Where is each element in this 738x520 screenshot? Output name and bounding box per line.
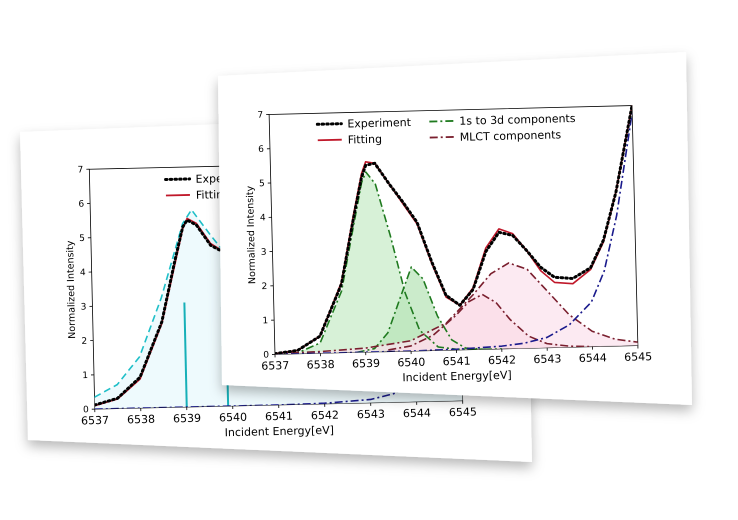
x-tick-label: 6541 (265, 410, 293, 424)
x-tick-label: 6537 (261, 359, 289, 373)
stick-1 (183, 302, 188, 408)
y-tick-label: 2 (261, 282, 267, 292)
y-tick-label: 4 (80, 268, 86, 278)
legend-label: MLCT components (460, 128, 562, 143)
y-tick-label: 0 (83, 405, 89, 415)
y-tick-label: 0 (263, 351, 269, 361)
legend-swatch (429, 120, 454, 123)
y-tick-label: 7 (257, 111, 263, 121)
x-tick-label: 6538 (306, 358, 334, 372)
series-fill-4 (356, 267, 484, 353)
series-fill-3 (274, 172, 502, 355)
legend-swatch (317, 138, 342, 142)
series-fill-6 (274, 262, 638, 355)
legend-label: Fitting (348, 133, 383, 147)
x-axis-label: Incident Energy[eV] (402, 369, 512, 385)
y-tick-label: 5 (259, 179, 265, 189)
y-tick-label: 1 (82, 371, 88, 381)
x-tick-label: 6542 (488, 353, 516, 367)
x-axis-label: Incident Energy[eV] (225, 424, 335, 439)
series-line-3 (274, 171, 502, 355)
legend-swatch (165, 194, 190, 197)
legend-swatch (315, 122, 343, 126)
x-tick-label: 6542 (311, 409, 339, 423)
series-line-4 (356, 266, 484, 354)
x-tick-label: 6544 (403, 407, 431, 421)
plot-area (273, 105, 638, 355)
x-tick-label: 6540 (397, 356, 425, 370)
chart-2: 6537 6538 6539 6540 6541 6542 6543 6544 6545 0 1 2 3… (245, 105, 652, 385)
series-line-7 (274, 112, 633, 355)
y-tick-label: 3 (81, 302, 87, 312)
y-tick-label: 6 (258, 145, 264, 155)
y-tick-label: 5 (79, 234, 85, 244)
legend-label: 1s to 3d components (459, 112, 576, 128)
y-tick-label: 7 (78, 165, 84, 175)
x-tick-label: 6545 (449, 405, 477, 419)
x-tick-label: 6545 (624, 350, 652, 364)
series-line-6 (274, 262, 638, 355)
y-axis-label: Normalized Intensity (245, 185, 258, 284)
x-tick-label: 6541 (443, 355, 471, 369)
x-tick-label: 6540 (219, 411, 247, 425)
y-tick-label: 1 (262, 316, 268, 326)
series-line-4 (94, 318, 462, 410)
y-tick-label: 6 (78, 200, 84, 210)
legend: Experiment Fitting 1s to 3d componentsMLCT… (315, 112, 576, 147)
legend-swatch (164, 177, 192, 181)
x-tick-label: 6539 (173, 412, 201, 426)
x-tick-label: 6543 (357, 408, 385, 422)
series-line-1 (273, 105, 634, 355)
front-chart-card: 6537 6538 6539 6540 6541 6542 6543 6544 6545 0 1 2 3… (218, 52, 692, 405)
x-tick-label: 6543 (533, 352, 561, 366)
y-axis-label: Normalized Intensity (65, 240, 78, 339)
series-line-5 (388, 293, 593, 351)
y-tick-label: 4 (260, 213, 266, 223)
legend-swatch (429, 136, 454, 139)
y-tick-label: 2 (81, 337, 87, 347)
x-tick-label: 6544 (579, 351, 607, 365)
x-tick-label: 6537 (81, 414, 109, 428)
x-tick-label: 6539 (352, 357, 380, 371)
y-tick-label: 3 (261, 248, 267, 258)
x-tick-label: 6538 (127, 413, 155, 427)
legend-label: Experiment (347, 116, 412, 131)
